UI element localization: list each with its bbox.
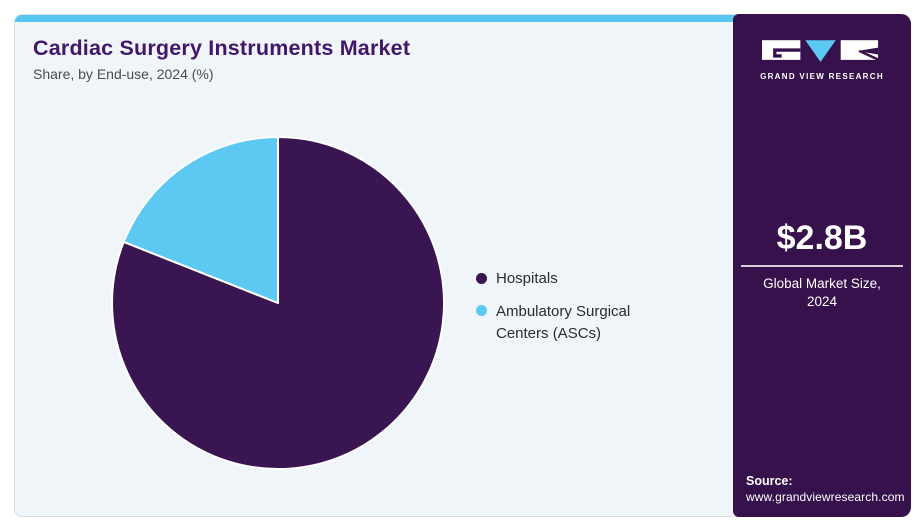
gvr-logo-icon [762, 40, 882, 63]
brand-logo-block: GRAND VIEW RESEARCH [733, 40, 911, 81]
source-label: Source: [746, 474, 793, 488]
pie-chart [111, 136, 445, 470]
legend-item-ascs: Ambulatory Surgical Centers (ASCs) [476, 301, 658, 345]
pie-slice-ascs [122, 136, 279, 304]
market-size-block: $2.8B Global Market Size, 2024 [733, 221, 911, 310]
logo-letter-g [762, 40, 801, 60]
logo-letter-r [840, 40, 882, 63]
legend-item-hospitals: Hospitals [476, 268, 658, 290]
legend-bullet-ascs-icon [476, 305, 487, 317]
page-title: Cardiac Surgery Instruments Market [33, 36, 411, 60]
chart-header: Cardiac Surgery Instruments Market Share… [33, 36, 410, 82]
card-accent-bar [15, 15, 910, 22]
legend-label: Hospitals [496, 270, 558, 287]
brand-name: GRAND VIEW RESEARCH [760, 72, 884, 81]
market-size-label: Global Market Size, 2024 [763, 276, 881, 309]
market-size-value: $2.8B [776, 219, 868, 257]
page-subtitle: Share, by End-use, 2024 (%) [33, 66, 214, 82]
brand-sidebar: GRAND VIEW RESEARCH $2.8B Global Market … [733, 14, 911, 517]
legend-bullet-hospitals-icon [476, 272, 487, 284]
legend-label: Ambulatory Surgical Centers (ASCs) [496, 302, 631, 342]
source-block: Source: www.grandviewresearch.com [746, 474, 905, 504]
market-size-divider [741, 265, 903, 267]
source-url[interactable]: www.grandviewresearch.com [746, 490, 905, 504]
chart-legend: Hospitals Ambulatory Surgical Centers (A… [476, 268, 658, 344]
logo-letter-v [805, 40, 836, 62]
